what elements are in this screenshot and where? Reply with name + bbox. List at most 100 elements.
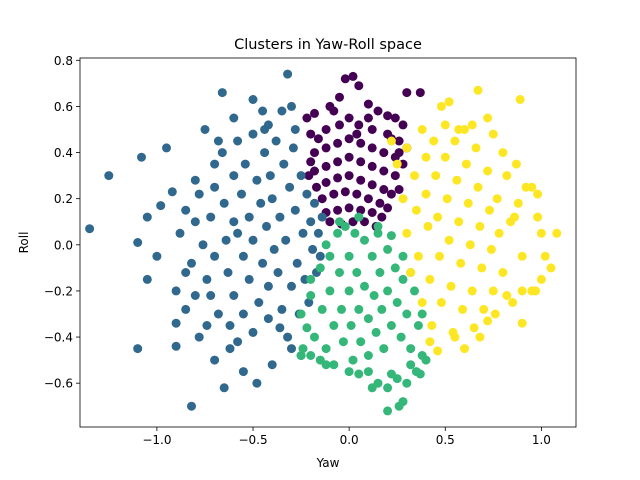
data-point (394, 185, 404, 194)
data-point (423, 221, 433, 231)
y-axis-label: Roll (17, 232, 31, 254)
y-tick-label: 0.4 (54, 146, 73, 160)
data-point (275, 323, 285, 333)
data-point (379, 185, 389, 194)
data-point (373, 221, 383, 231)
data-point (283, 69, 293, 79)
x-axis-label: Yaw (316, 456, 340, 470)
data-point (229, 217, 239, 227)
data-point (452, 175, 462, 185)
data-point (344, 367, 354, 377)
data-point (248, 327, 258, 337)
data-point (306, 217, 316, 227)
data-point (498, 148, 508, 158)
data-point (344, 152, 354, 162)
data-point (321, 143, 331, 153)
data-point (279, 159, 289, 169)
data-point (142, 212, 152, 222)
data-point (360, 281, 369, 291)
data-point (375, 268, 385, 277)
data-point (221, 235, 231, 245)
data-point (473, 182, 483, 192)
data-point (344, 134, 354, 144)
data-point (260, 148, 270, 158)
data-point (302, 113, 312, 123)
data-point (392, 374, 402, 384)
data-point (137, 152, 146, 162)
data-point (187, 258, 196, 268)
data-point (394, 148, 404, 158)
data-point (417, 309, 427, 319)
data-point (411, 205, 421, 215)
data-point (181, 268, 191, 277)
data-point (446, 281, 456, 291)
data-point (275, 212, 285, 222)
data-point (373, 106, 383, 116)
data-point (187, 401, 196, 411)
data-point (413, 321, 423, 330)
data-point (383, 383, 393, 393)
data-point (467, 120, 477, 130)
data-point (302, 323, 312, 333)
data-point (356, 205, 366, 215)
data-point (417, 298, 427, 307)
data-point (296, 351, 306, 360)
data-point (306, 274, 316, 284)
data-point (329, 189, 339, 199)
data-point (450, 136, 460, 146)
data-point (367, 125, 377, 134)
data-point (363, 99, 373, 109)
data-point (225, 321, 235, 330)
chart-title: Clusters in Yaw-Roll space (234, 37, 422, 53)
data-point (296, 309, 306, 319)
data-point (244, 212, 254, 222)
data-point (194, 189, 204, 199)
data-point (461, 159, 471, 169)
data-point (386, 321, 396, 330)
data-point (540, 251, 550, 261)
data-point (313, 228, 323, 238)
data-point (429, 136, 439, 146)
data-point (467, 286, 477, 296)
data-point (415, 369, 425, 379)
data-point (425, 274, 435, 284)
data-point (333, 138, 343, 148)
x-tick-label: −0.5 (238, 433, 267, 447)
data-point (335, 92, 344, 102)
data-point (210, 182, 220, 192)
data-point (390, 263, 400, 273)
points-layer (85, 69, 562, 416)
data-point (508, 298, 518, 307)
data-point (325, 251, 335, 261)
data-point (383, 203, 393, 213)
data-point (267, 360, 277, 370)
data-point (285, 182, 295, 192)
data-point (433, 346, 443, 356)
data-point (317, 194, 327, 204)
data-point (444, 97, 454, 107)
data-point (527, 182, 537, 192)
data-point (233, 228, 243, 238)
data-point (479, 304, 489, 314)
data-point (333, 157, 343, 167)
data-point (502, 171, 512, 181)
data-point (312, 182, 321, 192)
data-point (398, 274, 408, 284)
data-point (450, 332, 460, 342)
data-point (104, 171, 114, 181)
data-point (329, 321, 339, 330)
data-point (329, 106, 339, 116)
data-point (410, 171, 419, 181)
data-point (436, 298, 446, 307)
y-tick-label: −0.4 (44, 331, 73, 345)
data-point (346, 321, 356, 330)
data-point (427, 321, 437, 330)
data-point (510, 212, 519, 222)
data-point (287, 344, 296, 354)
data-point (386, 231, 396, 241)
cluster-series-2 (296, 212, 431, 416)
data-point (273, 268, 283, 277)
data-point (265, 171, 275, 181)
data-point (338, 337, 348, 347)
